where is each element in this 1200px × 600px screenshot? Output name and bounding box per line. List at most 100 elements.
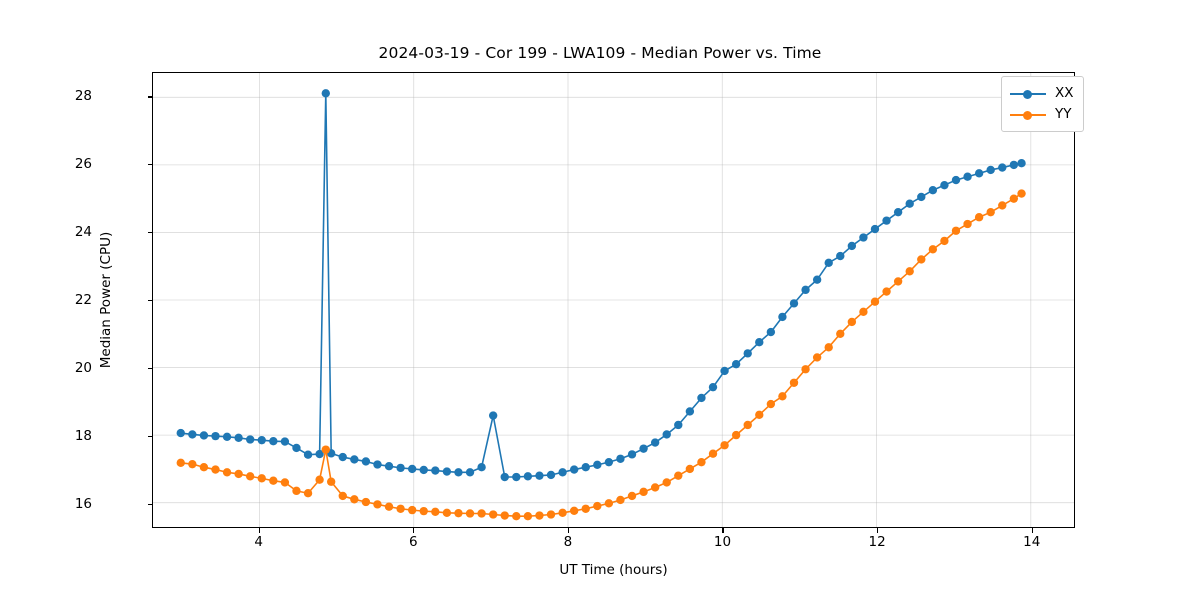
y-tick-mark xyxy=(147,435,152,437)
x-tick-label: 8 xyxy=(563,534,573,550)
x-tick-mark xyxy=(722,528,724,533)
data-point xyxy=(176,428,185,438)
data-point xyxy=(743,420,752,430)
data-point xyxy=(569,506,579,515)
legend-item-yy[interactable]: YY xyxy=(1010,104,1074,125)
data-point xyxy=(870,224,880,234)
data-point xyxy=(431,466,440,475)
data-point xyxy=(269,476,278,485)
data-point xyxy=(940,236,949,246)
x-tick-label: 10 xyxy=(713,534,732,550)
data-point xyxy=(847,241,857,251)
legend-item-xx[interactable]: XX xyxy=(1010,83,1074,104)
series-line xyxy=(179,192,1023,517)
data-point xyxy=(512,512,521,521)
legend-label: YY xyxy=(1055,105,1072,122)
data-point xyxy=(1017,189,1026,198)
legend-swatch-icon xyxy=(1010,108,1046,122)
data-point xyxy=(836,329,845,338)
y-tick-label: 28 xyxy=(74,88,92,105)
data-point xyxy=(928,186,938,195)
data-point xyxy=(708,382,718,392)
data-point xyxy=(882,287,891,296)
data-point xyxy=(419,506,428,516)
data-point xyxy=(535,471,544,480)
data-point xyxy=(627,491,637,501)
data-point xyxy=(396,504,405,513)
data-point xyxy=(859,307,868,317)
data-point xyxy=(1009,160,1019,170)
data-point xyxy=(315,449,324,459)
data-point xyxy=(1017,159,1026,168)
data-point xyxy=(211,465,220,474)
legend[interactable]: XX YY xyxy=(1001,76,1084,132)
y-tick-label: 24 xyxy=(74,224,92,241)
legend-swatch-icon xyxy=(1010,87,1046,101)
data-point xyxy=(731,430,741,440)
grid-lines xyxy=(153,73,1074,527)
data-point xyxy=(292,486,301,496)
data-point xyxy=(882,216,891,225)
data-point xyxy=(593,460,602,470)
data-point xyxy=(407,464,417,474)
x-tick-mark xyxy=(877,528,879,533)
data-point xyxy=(188,459,197,469)
data-point xyxy=(836,251,845,261)
data-point xyxy=(477,463,486,472)
x-tick-mark xyxy=(567,528,569,533)
data-point xyxy=(650,438,660,447)
data-point xyxy=(720,441,729,450)
data-point xyxy=(998,201,1007,210)
data-point xyxy=(593,501,602,511)
y-tick-label: 26 xyxy=(74,156,92,173)
data-point xyxy=(674,420,683,430)
page-title: 2024-03-19 - Cor 199 - LWA109 - Median P… xyxy=(378,44,822,62)
data-point xyxy=(199,463,209,472)
data-point xyxy=(755,410,764,420)
data-point xyxy=(604,457,614,467)
data-point xyxy=(199,431,209,440)
data-point xyxy=(974,213,984,222)
data-point xyxy=(315,475,324,484)
y-tick-mark xyxy=(147,96,152,98)
data-point xyxy=(755,338,764,347)
data-point xyxy=(234,469,243,479)
data-point xyxy=(431,507,440,516)
data-point xyxy=(488,411,498,420)
data-point xyxy=(917,255,926,264)
x-tick-mark xyxy=(1031,528,1033,533)
data-point xyxy=(321,89,330,98)
data-point xyxy=(292,443,301,453)
y-axis-label: Median Power (CPU) xyxy=(98,231,114,369)
data-point xyxy=(859,233,868,242)
data-point xyxy=(685,407,695,416)
data-point xyxy=(685,464,695,474)
data-point xyxy=(523,472,533,481)
x-tick-label: 12 xyxy=(868,534,886,550)
data-point xyxy=(361,497,371,507)
data-point xyxy=(604,499,614,508)
data-point xyxy=(280,437,290,446)
data-point xyxy=(917,192,926,202)
data-point xyxy=(697,457,706,467)
x-axis-label: UT Time (hours) xyxy=(559,562,668,578)
data-point xyxy=(269,437,278,446)
data-point xyxy=(974,169,984,178)
data-point xyxy=(350,455,359,464)
y-tick-mark xyxy=(147,300,152,302)
data-point xyxy=(176,458,185,468)
data-point xyxy=(361,457,371,466)
legend-label: XX xyxy=(1055,84,1074,101)
data-point xyxy=(558,508,567,517)
data-point xyxy=(407,505,417,515)
data-point xyxy=(847,317,857,327)
data-point xyxy=(639,444,648,453)
data-point xyxy=(662,478,671,487)
data-point xyxy=(465,468,475,477)
y-tick-mark xyxy=(147,164,152,166)
data-point xyxy=(639,487,648,497)
data-point xyxy=(674,471,683,480)
series-line xyxy=(179,92,1023,478)
data-point xyxy=(454,508,463,518)
data-point xyxy=(581,504,590,513)
